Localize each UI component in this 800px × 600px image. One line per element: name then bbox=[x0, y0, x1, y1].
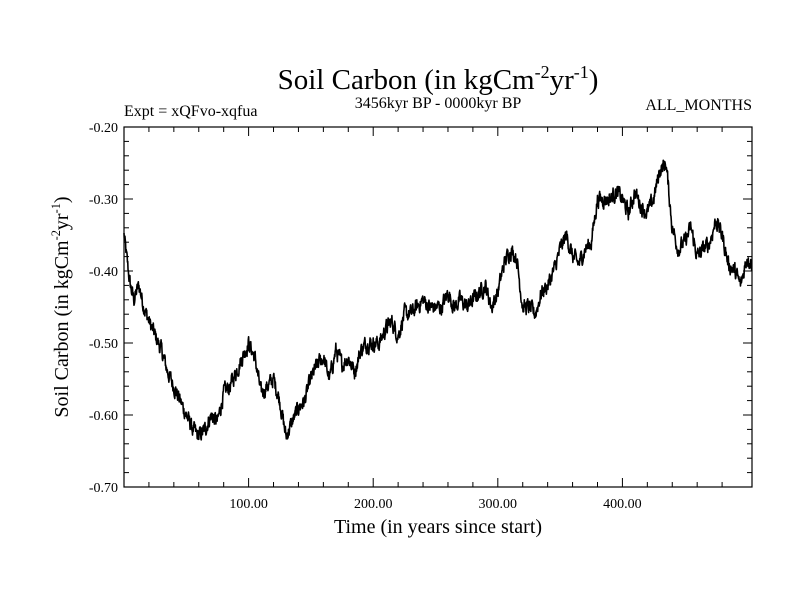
y-tick-label: -0.30 bbox=[89, 193, 118, 208]
chart-title: Soil Carbon (in kgCm-2yr-1) bbox=[278, 62, 599, 96]
x-tick-label: 200.00 bbox=[354, 497, 393, 512]
x-tick-label: 100.00 bbox=[229, 497, 268, 512]
y-axis-label-unit-2: yr bbox=[51, 213, 73, 230]
chart-title-end: ) bbox=[589, 64, 599, 96]
experiment-label: Expt = xQFvo-xqfua bbox=[124, 103, 257, 120]
chart-title-exponent-2: -1 bbox=[574, 62, 589, 82]
chart-title-exponent-1: -2 bbox=[535, 62, 550, 82]
y-axis-label-main: Soil Carbon (in kgCm bbox=[51, 240, 73, 418]
y-tick-label: -0.40 bbox=[89, 265, 118, 280]
months-label: ALL_MONTHS bbox=[645, 97, 752, 114]
x-tick-label: 400.00 bbox=[603, 497, 642, 512]
tick-labels: -0.70 -0.60 -0.50 -0.40 -0.30 -0.20 100.00 200.… bbox=[89, 121, 642, 512]
y-axis-label-exponent-1: -2 bbox=[49, 230, 63, 240]
y-tick-label: -0.20 bbox=[89, 121, 118, 136]
y-tick-label: -0.50 bbox=[89, 337, 118, 352]
x-axis-label: Time (in years since start) bbox=[334, 516, 542, 538]
chart-title-unit-2: yr bbox=[550, 64, 575, 96]
time-range-label: 3456kyr BP - 0000kyr BP bbox=[355, 95, 522, 112]
series-line-soil-carbon bbox=[123, 159, 753, 441]
plot-frame bbox=[123, 126, 753, 488]
y-axis-label-exponent-2: -1 bbox=[49, 203, 63, 213]
y-axis-label: Soil Carbon (in kgCm-2yr-1) bbox=[49, 196, 73, 417]
chart-title-main: Soil Carbon (in kgCm bbox=[278, 64, 535, 96]
x-tick-label: 300.00 bbox=[479, 497, 518, 512]
y-axis-label-end: ) bbox=[51, 196, 73, 203]
y-tick-label: -0.70 bbox=[89, 481, 118, 496]
y-tick-label: -0.60 bbox=[89, 409, 118, 424]
